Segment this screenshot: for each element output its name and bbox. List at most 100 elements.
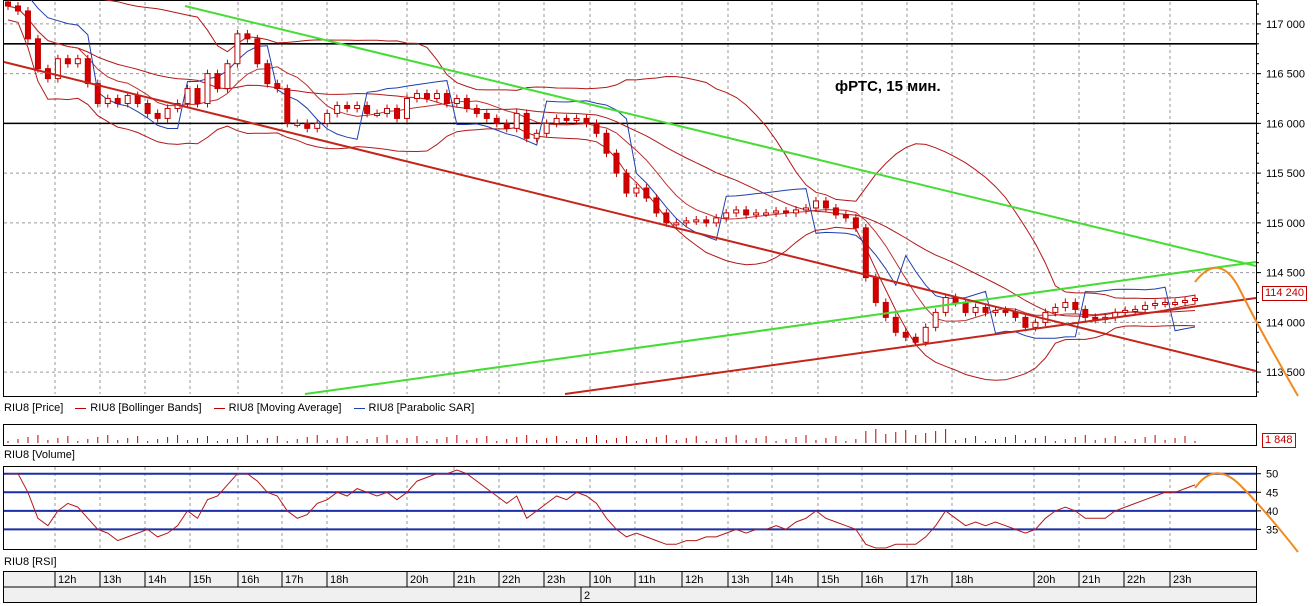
candle [1162, 301, 1169, 305]
time-tick-label: 13h [731, 574, 749, 586]
rsi-forecast-curve [1194, 472, 1299, 553]
candle [1122, 309, 1129, 313]
date-label: 2 [584, 590, 590, 602]
time-tick-label: 13h [103, 574, 121, 586]
volume-chart [7, 429, 1196, 443]
candle [234, 33, 241, 65]
time-tick-label: 16h [865, 574, 883, 586]
candle [643, 187, 650, 199]
candle [154, 112, 161, 119]
candle [713, 217, 720, 224]
candle [443, 93, 450, 104]
volume-tag: 1 848 [1262, 433, 1296, 448]
candle [374, 112, 381, 116]
candle [114, 98, 121, 104]
candle [14, 5, 21, 12]
candle [862, 227, 869, 279]
candle [842, 214, 849, 219]
candle [224, 63, 231, 90]
rsi-line [8, 469, 1196, 549]
candle [633, 187, 640, 194]
candle [214, 73, 221, 90]
rsi-chart: 50 45 40 35 [4, 467, 1299, 553]
rsi-tick-label: 40 [1266, 506, 1278, 518]
candle [902, 331, 909, 338]
price-pane[interactable] [3, 0, 1257, 397]
candle [992, 309, 999, 313]
candle [533, 132, 540, 139]
candle [693, 219, 700, 223]
candle [1062, 301, 1069, 308]
candle [104, 98, 111, 104]
candle [763, 212, 770, 216]
candle [304, 122, 311, 129]
candle [204, 73, 211, 104]
time-tick-label: 14h [775, 574, 793, 586]
candle [673, 222, 680, 226]
candle [932, 311, 939, 328]
candle [463, 98, 470, 109]
candle [723, 212, 730, 219]
candle [274, 83, 281, 90]
candle [1032, 321, 1039, 328]
candle [892, 316, 899, 333]
candle [94, 83, 101, 104]
trendline-red-upper [3, 61, 1257, 372]
candle [922, 326, 929, 343]
candle [1152, 302, 1159, 306]
candle [832, 207, 839, 216]
time-tick-label: 21h [1082, 574, 1100, 586]
rsi-tick-label: 35 [1266, 524, 1278, 536]
candle [553, 117, 560, 124]
candle [473, 107, 480, 114]
time-tick-label: 10h [593, 574, 611, 586]
candle [74, 58, 81, 65]
candle [972, 306, 979, 313]
candle [403, 98, 410, 119]
candle [733, 209, 740, 214]
candle [773, 210, 780, 214]
candle [334, 104, 341, 114]
candle [812, 200, 819, 209]
candle [503, 122, 510, 129]
price-tick-label: 117 000 [1266, 19, 1305, 31]
candle [603, 132, 610, 154]
time-tick-label: 22h [1127, 574, 1145, 586]
candle [513, 112, 520, 129]
candle [1082, 308, 1089, 318]
time-tick-label: 11h [638, 574, 656, 586]
candle [184, 88, 191, 104]
candle [882, 301, 889, 318]
time-tick-label: 20h [1037, 574, 1055, 586]
trendline-green-upper [184, 5, 1257, 267]
candle [663, 212, 670, 224]
candle [433, 93, 440, 100]
candle [483, 112, 490, 119]
candle [543, 122, 550, 134]
candle [423, 93, 430, 100]
candle [1002, 309, 1009, 313]
forecast-curve [1194, 266, 1299, 397]
candle [783, 210, 790, 214]
time-tick-label: 16h [241, 574, 259, 586]
time-tick-label: 21h [457, 574, 475, 586]
trendline-green-lower [304, 261, 1257, 395]
candle [244, 33, 251, 40]
candle [1022, 316, 1029, 328]
candle [822, 200, 829, 209]
candle [583, 117, 590, 124]
candle [1072, 301, 1079, 310]
price-tick-label: 114 500 [1266, 268, 1305, 280]
candle [344, 104, 351, 109]
chart-title: фРТС, 15 мин. [835, 78, 941, 95]
price-tick-label: 116 000 [1266, 118, 1305, 130]
candle [912, 336, 919, 343]
candle [24, 10, 31, 40]
rsi-label: RIU8 [RSI] [4, 556, 57, 568]
time-tick-label: 23h [1173, 574, 1191, 586]
candle [194, 88, 201, 104]
volume-pane[interactable] [3, 424, 1257, 446]
candle [793, 209, 800, 214]
candle [5, 1, 11, 7]
